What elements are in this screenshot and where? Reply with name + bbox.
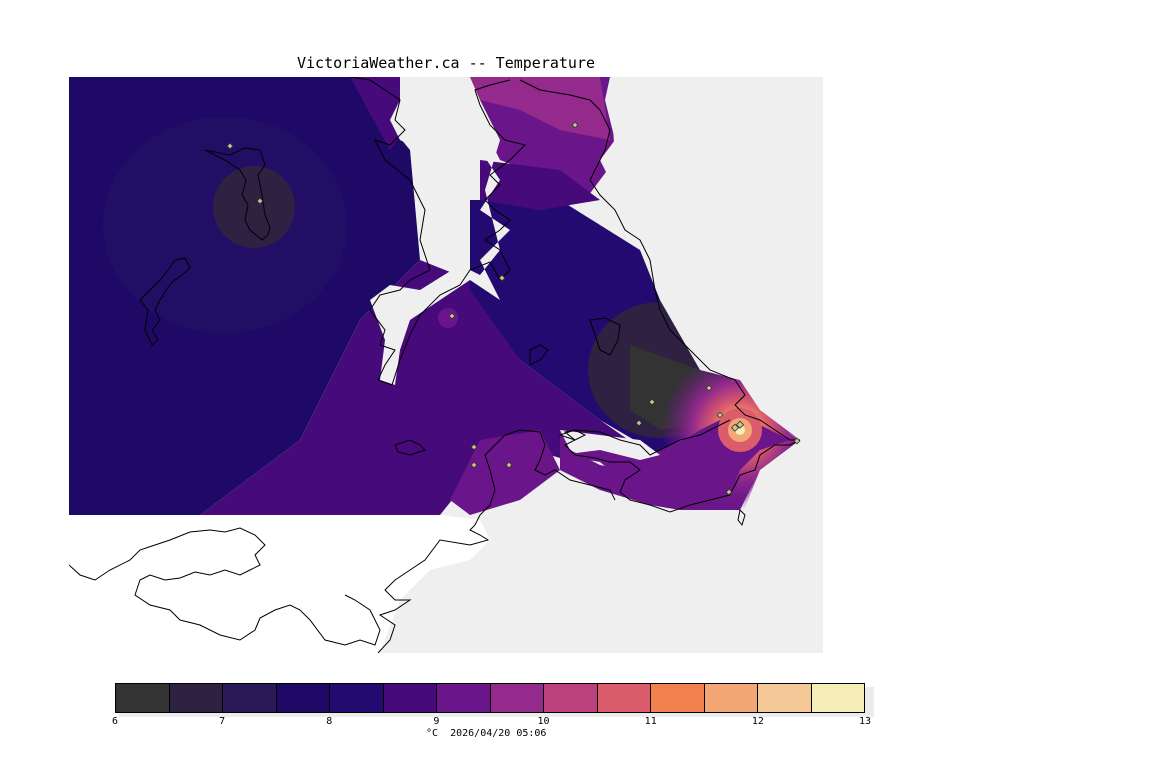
legend-swatch — [223, 684, 277, 712]
temp-zone-south-9 — [450, 430, 560, 515]
station-marker — [470, 443, 478, 451]
station-marker — [793, 437, 801, 445]
legend-caption: °C 2026/04/20 05:06 — [426, 728, 546, 739]
legend-tick-label: 8 — [326, 716, 333, 727]
legend-swatch — [169, 684, 223, 712]
station-marker — [648, 398, 656, 406]
stations — [226, 121, 801, 496]
temp-spot-island — [438, 308, 458, 328]
legend-swatch — [330, 684, 384, 712]
station-marker — [705, 384, 713, 392]
station-marker — [716, 411, 724, 419]
legend-tick-label: 11 — [644, 716, 657, 727]
legend-swatch — [544, 684, 598, 712]
legend-swatch — [758, 684, 812, 712]
water-east — [480, 77, 823, 653]
station-marker — [470, 461, 478, 469]
legend-swatch — [383, 684, 437, 712]
legend-timestamp: 2026/04/20 05:06 — [450, 728, 547, 739]
station-marker — [635, 419, 643, 427]
legend-swatch — [811, 684, 864, 712]
coastlines — [69, 77, 801, 653]
legend-units: °C — [426, 728, 439, 739]
station-marker — [725, 488, 733, 496]
station-marker — [735, 420, 745, 429]
legend-tick-label: 13 — [858, 716, 872, 727]
legend-swatch — [437, 684, 491, 712]
chart-title: VictoriaWeather.ca -- Temperature — [297, 54, 596, 72]
temperature-map — [69, 77, 823, 653]
station-marker — [505, 461, 513, 469]
legend-swatch — [597, 684, 651, 712]
legend-tick-label: 7 — [219, 716, 226, 727]
station-marker — [730, 423, 740, 432]
station-marker — [571, 121, 579, 129]
temp-zone-9 — [69, 260, 650, 515]
station-marker — [256, 197, 264, 205]
color-legend — [115, 683, 865, 713]
temp-zone-north-8-5 — [480, 160, 600, 210]
station-marker — [448, 312, 456, 320]
temp-zone-island-north — [350, 77, 405, 150]
legend-swatch — [704, 684, 758, 712]
legend-swatch — [116, 684, 170, 712]
temp-zone-7 — [213, 166, 295, 248]
legend-swatch — [651, 684, 705, 712]
legend-tick-label: 10 — [537, 716, 550, 727]
station-marker — [226, 142, 234, 150]
legend-tick-label: 12 — [751, 716, 764, 727]
legend-tick-label: 6 — [111, 716, 119, 727]
legend-swatch — [276, 684, 330, 712]
water-channel — [370, 77, 510, 385]
legend-tick-label: 9 — [433, 716, 440, 727]
station-marker — [498, 274, 506, 282]
legend-swatch — [490, 684, 544, 712]
